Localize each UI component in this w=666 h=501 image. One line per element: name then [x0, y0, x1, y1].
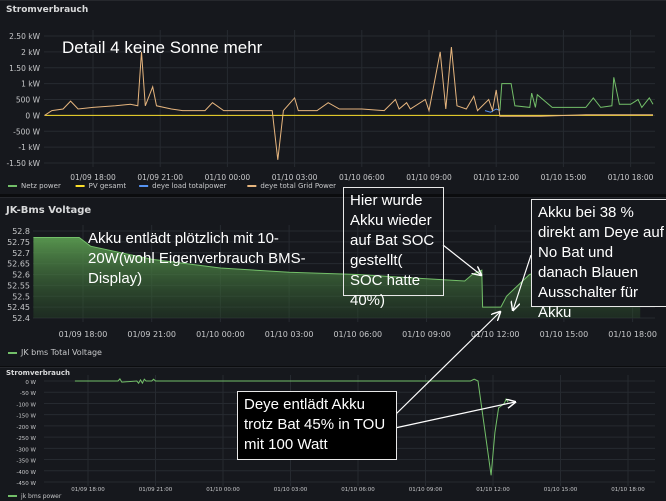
legend-swatch — [75, 185, 85, 187]
legend-swatch — [8, 495, 17, 497]
x-tick-label: 01/10 00:00 — [196, 330, 245, 339]
x-tick-label: 01/10 06:00 — [339, 173, 385, 182]
legend-item[interactable]: deye load totalpower — [152, 182, 226, 190]
x-tick-label: 01/10 09:00 — [406, 173, 452, 182]
series-area — [33, 237, 641, 318]
x-tick-label: 01/10 00:00 — [206, 487, 240, 493]
legend-item[interactable]: Netz power — [21, 182, 61, 190]
power-panel: Stromverbrauch — [0, 0, 666, 194]
arrow-deye-up — [394, 312, 500, 416]
y-tick-label: 52.5 — [12, 292, 30, 301]
legend-item[interactable]: PV gesamt — [89, 182, 127, 190]
annotation-deye: Deye entlädt Akku trotz Bat 45% in TOU m… — [237, 391, 397, 460]
y-tick-label: -500 W — [13, 127, 40, 136]
y-tick-label: -50 W — [20, 391, 37, 397]
y-tick-label: 52.65 — [7, 260, 30, 269]
panel-title: Stromverbrauch — [6, 369, 71, 377]
y-tick-label: 52.7 — [12, 249, 30, 258]
legend-swatch — [8, 352, 17, 354]
x-tick-label: 01/10 06:00 — [333, 330, 382, 339]
x-tick-label: 01/10 18:00 — [611, 487, 645, 493]
x-tick-label: 01/10 03:00 — [265, 330, 314, 339]
y-tick-label: 52.75 — [7, 238, 30, 247]
legend-swatch — [8, 185, 17, 187]
x-tick-label: 01/10 03:00 — [274, 487, 308, 493]
x-tick-label: 01/09 21:00 — [139, 487, 173, 493]
series-line — [484, 108, 501, 113]
x-tick-label: 01/10 15:00 — [544, 487, 578, 493]
y-tick-label: -300 W — [16, 447, 36, 453]
arrow-akku38 — [513, 254, 532, 310]
x-tick-label: 01/10 18:00 — [608, 330, 657, 339]
y-tick-label: 52.4 — [12, 314, 30, 323]
y-tick-label: -1 kW — [18, 143, 40, 152]
y-tick-label: 52.55 — [7, 281, 30, 290]
x-tick-label: 01/10 15:00 — [540, 330, 589, 339]
series-line — [499, 77, 654, 111]
y-tick-label: 1.50 kW — [9, 64, 40, 73]
x-tick-label: 01/10 12:00 — [471, 330, 520, 339]
y-tick-label: 0 W — [25, 111, 40, 120]
y-tick-label: -150 W — [16, 414, 36, 420]
legend-item[interactable]: jk bms power — [20, 493, 62, 500]
annotation-discharge: Akku entlädt plötzlich mit 10-20W(wohl E… — [88, 230, 306, 287]
x-tick-label: 01/10 12:00 — [476, 487, 510, 493]
x-tick-label: 01/10 15:00 — [541, 173, 587, 182]
y-tick-label: 52.8 — [12, 227, 30, 236]
panel-title: JK-Bms Voltage — [6, 205, 92, 216]
series-line — [74, 377, 509, 476]
x-tick-label: 01/09 18:00 — [70, 173, 116, 182]
power-chart: 2.50 kW 2 kW 1.50 kW 1 kW 500 W 0 W -500 W -1 k… — [6, 30, 655, 190]
x-tick-label: 01/10 00:00 — [205, 173, 251, 182]
x-tick-label: 01/09 18:00 — [59, 330, 108, 339]
x-tick-label: 01/09 18:00 — [71, 487, 105, 493]
x-tick-label: 01/10 09:00 — [402, 330, 451, 339]
x-tick-label: 01/09 21:00 — [137, 173, 183, 182]
y-tick-label: -450 W — [16, 481, 36, 487]
x-tick-label: 01/10 06:00 — [341, 487, 375, 493]
x-tick-label: 01/10 18:00 — [608, 173, 654, 182]
annotation-detail: Detail 4 keine Sonne mehr — [62, 38, 263, 57]
y-tick-label: 52.45 — [7, 303, 30, 312]
y-tick-label: 2 kW — [21, 48, 40, 57]
y-tick-label: 500 W — [16, 96, 41, 105]
arrow-deye-right — [394, 402, 515, 429]
y-tick-label: -1.50 kW — [6, 159, 40, 168]
y-tick-label: -250 W — [16, 436, 36, 442]
legend-item[interactable]: deye total Grid Power — [260, 182, 336, 190]
legend-item[interactable]: JK bms Total Voltage — [20, 348, 102, 357]
x-tick-label: 01/10 03:00 — [272, 173, 318, 182]
y-tick-label: -200 W — [16, 425, 36, 431]
y-tick-label: -350 W — [16, 459, 36, 465]
y-tick-label: -400 W — [16, 470, 36, 476]
y-tick-label: 52.6 — [12, 271, 30, 280]
panel-title: Stromverbrauch — [6, 5, 89, 15]
arrow-soc-reset — [442, 244, 481, 275]
y-tick-label: 1 kW — [21, 80, 40, 89]
annotation-akku38: Akku bei 38 % direkt am Deye auf No Bat … — [531, 199, 666, 321]
annotation-arrows — [394, 244, 532, 429]
legend-swatch — [139, 185, 149, 187]
x-tick-label: 01/10 12:00 — [473, 173, 519, 182]
y-tick-label: 2.50 kW — [9, 32, 40, 41]
legend-swatch — [247, 185, 257, 187]
x-tick-label: 01/10 09:00 — [409, 487, 443, 493]
annotation-soc-reset: Hier wurde Akku wieder auf Bat SOC geste… — [343, 187, 444, 309]
series-line — [44, 47, 653, 160]
series-line — [33, 237, 641, 308]
y-tick-label: -100 W — [16, 402, 36, 408]
y-tick-label: 0 W — [25, 380, 36, 386]
x-tick-label: 01/09 21:00 — [127, 330, 176, 339]
